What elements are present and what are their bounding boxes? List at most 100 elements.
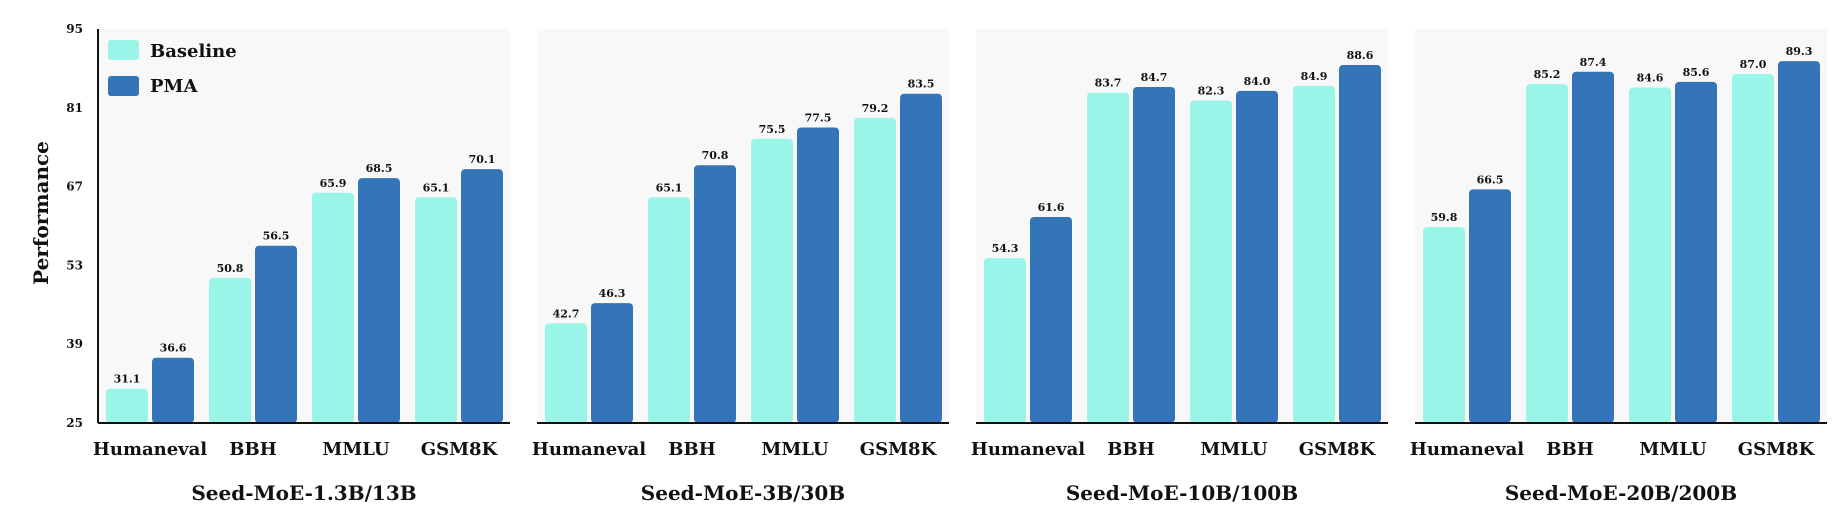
data-label-pma-humaneval: 46.3 [599,287,626,300]
x-tick-label-gsm8k: GSM8K [860,439,938,460]
data-label-pma-gsm8k: 70.1 [469,153,496,166]
bar-baseline-mmlu [1190,100,1232,424]
bar-pma-gsm8k [1339,65,1381,423]
x-tick-label-bbh: BBH [229,439,276,460]
data-label-baseline-bbh: 50.8 [217,262,244,275]
data-label-baseline-humaneval: 59.8 [1431,211,1458,224]
bar-pma-bbh [694,165,736,423]
data-label-baseline-gsm8k: 65.1 [423,181,450,194]
x-tick-label-mmlu: MMLU [322,439,390,460]
bar-pma-gsm8k [900,93,942,423]
data-label-pma-humaneval: 61.6 [1038,201,1065,214]
data-label-baseline-humaneval: 42.7 [553,307,580,320]
x-tick-label-mmlu: MMLU [1639,439,1707,460]
y-tick-label: 81 [66,101,83,115]
x-tick-label-bbh: BBH [1107,439,1154,460]
y-tick-label: 95 [66,22,83,36]
bar-pma-humaneval [1030,216,1072,423]
bar-pma-mmlu [1675,81,1717,423]
panel-title: Seed-MoE-3B/30B [641,481,845,505]
bar-pma-mmlu [797,127,839,423]
data-label-pma-gsm8k: 83.5 [908,78,935,91]
x-tick-label-humaneval: Humaneval [971,439,1085,460]
data-label-baseline-mmlu: 65.9 [320,177,347,190]
legend-label-pma: PMA [150,76,198,97]
x-tick-label-humaneval: Humaneval [93,439,207,460]
bar-baseline-gsm8k [854,117,896,423]
bar-baseline-bbh [1087,92,1129,424]
data-label-pma-humaneval: 36.6 [160,342,187,355]
panel-seed-moe-10b-100b: 54.3 61.6 Humaneval 83.7 84.7 BBH 82.3 84.0 MMLU… [971,29,1388,505]
panel-seed-moe-3b-30b: 42.7 46.3 Humaneval 65.1 70.8 BBH 75.5 77.5 MMLU… [532,29,949,505]
y-tick-label: 25 [66,416,83,430]
panel-title: Seed-MoE-20B/200B [1505,481,1737,505]
legend-swatch-baseline [108,40,139,60]
data-label-baseline-gsm8k: 87.0 [1740,58,1767,71]
bar-baseline-bbh [1526,84,1568,423]
x-tick-label-gsm8k: GSM8K [421,439,499,460]
legend: Baseline PMA [108,40,237,97]
data-label-pma-bbh: 87.4 [1580,56,1607,69]
data-label-baseline-bbh: 83.7 [1095,77,1122,90]
y-axis-ticks: 25 39 53 67 81 95 [66,22,83,430]
bar-pma-humaneval [152,357,194,423]
bar-baseline-gsm8k [1732,74,1774,424]
y-tick-label: 67 [66,180,83,194]
data-label-baseline-mmlu: 84.6 [1637,72,1664,85]
bar-baseline-humaneval [984,258,1026,423]
data-label-baseline-mmlu: 75.5 [759,123,786,136]
bar-baseline-bbh [209,277,251,423]
bar-pma-bbh [255,245,297,423]
data-label-pma-gsm8k: 88.6 [1347,49,1374,62]
data-label-baseline-bbh: 65.1 [656,181,683,194]
bar-pma-gsm8k [1778,61,1820,423]
panel-seed-moe-1-3b-13b: 31.1 36.6 Humaneval 50.8 56.5 BBH 65.9 68.5 MMLU… [93,29,510,505]
x-tick-label-mmlu: MMLU [1200,439,1268,460]
x-tick-label-mmlu: MMLU [761,439,829,460]
chart-panels: 31.1 36.6 Humaneval 50.8 56.5 BBH 65.9 68.5 MMLU… [93,29,1827,505]
bar-baseline-gsm8k [1293,85,1335,423]
data-label-pma-mmlu: 85.6 [1683,66,1710,79]
panel-seed-moe-20b-200b: 59.8 66.5 Humaneval 85.2 87.4 BBH 84.6 85.6 MMLU… [1410,29,1827,505]
x-tick-label-gsm8k: GSM8K [1738,439,1816,460]
x-tick-label-bbh: BBH [1546,439,1593,460]
y-tick-label: 53 [66,258,83,272]
y-tick-label: 39 [66,337,83,351]
bar-pma-gsm8k [461,169,503,423]
bar-baseline-gsm8k [415,197,457,423]
data-label-baseline-humaneval: 54.3 [992,242,1019,255]
bar-baseline-mmlu [1629,87,1671,423]
bar-pma-mmlu [358,178,400,423]
data-label-pma-bbh: 70.8 [702,149,729,162]
data-label-baseline-humaneval: 31.1 [114,373,141,386]
bar-baseline-bbh [648,197,690,423]
data-label-pma-gsm8k: 89.3 [1786,45,1813,58]
x-tick-label-humaneval: Humaneval [532,439,646,460]
bar-baseline-humaneval [1423,227,1465,423]
data-label-pma-mmlu: 77.5 [805,112,832,125]
bar-pma-bbh [1133,86,1175,423]
bar-baseline-humaneval [106,388,148,423]
panel-title: Seed-MoE-1.3B/13B [191,481,416,505]
legend-label-baseline: Baseline [150,41,237,62]
x-tick-label-humaneval: Humaneval [1410,439,1524,460]
data-label-baseline-gsm8k: 84.9 [1301,70,1328,83]
legend-swatch-pma [108,76,139,96]
bar-baseline-humaneval [545,323,587,423]
data-label-pma-mmlu: 84.0 [1244,75,1271,88]
data-label-pma-bbh: 56.5 [263,230,290,243]
bar-baseline-mmlu [312,192,354,423]
panel-title: Seed-MoE-10B/100B [1066,481,1298,505]
bar-baseline-mmlu [751,138,793,423]
bar-pma-mmlu [1236,90,1278,424]
data-label-pma-mmlu: 68.5 [366,162,393,175]
data-label-pma-humaneval: 66.5 [1477,173,1504,186]
data-label-baseline-gsm8k: 79.2 [862,102,889,115]
bar-pma-humaneval [591,303,633,423]
bar-pma-bbh [1572,71,1614,423]
data-label-baseline-mmlu: 82.3 [1198,84,1225,97]
bar-pma-humaneval [1469,189,1511,423]
x-tick-label-bbh: BBH [668,439,715,460]
data-label-baseline-bbh: 85.2 [1534,68,1561,81]
